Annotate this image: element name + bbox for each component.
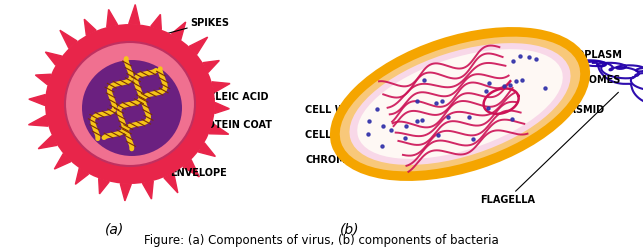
Text: ENVELOPE: ENVELOPE <box>148 159 227 177</box>
Polygon shape <box>215 103 230 114</box>
Text: PROTEIN COAT: PROTEIN COAT <box>160 119 272 130</box>
Ellipse shape <box>349 44 570 165</box>
Text: FLAGELLA: FLAGELLA <box>480 93 619 204</box>
Polygon shape <box>120 184 131 201</box>
Ellipse shape <box>330 28 590 181</box>
Polygon shape <box>28 116 48 127</box>
Ellipse shape <box>45 25 215 184</box>
Text: CELL WALL: CELL WALL <box>305 105 380 115</box>
Text: CELL MEMBRANE: CELL MEMBRANE <box>305 130 398 139</box>
Polygon shape <box>39 136 57 149</box>
Polygon shape <box>75 169 89 184</box>
Text: SPIKES: SPIKES <box>158 18 229 37</box>
Ellipse shape <box>340 38 580 172</box>
Polygon shape <box>189 38 208 55</box>
Polygon shape <box>60 31 77 49</box>
Polygon shape <box>35 75 51 85</box>
Text: (b): (b) <box>340 222 359 236</box>
Ellipse shape <box>358 50 563 159</box>
Text: (a): (a) <box>105 222 125 236</box>
Polygon shape <box>172 23 186 41</box>
Polygon shape <box>183 160 199 177</box>
Text: Figure: (a) Components of virus, (b) components of bacteria: Figure: (a) Components of virus, (b) com… <box>144 234 499 246</box>
Polygon shape <box>46 53 62 66</box>
Polygon shape <box>199 143 215 157</box>
Polygon shape <box>209 124 229 135</box>
Polygon shape <box>129 6 140 25</box>
Text: CYTOPLASM: CYTOPLASM <box>480 50 622 60</box>
Text: CHROMOSOME: CHROMOSOME <box>305 152 440 164</box>
Polygon shape <box>203 61 219 73</box>
Text: RIBOSOMES: RIBOSOMES <box>490 75 620 85</box>
Polygon shape <box>55 154 71 169</box>
Text: NUCLEIC ACID: NUCLEIC ACID <box>152 92 269 102</box>
Polygon shape <box>107 10 118 28</box>
Polygon shape <box>143 181 153 199</box>
Polygon shape <box>164 173 178 193</box>
Polygon shape <box>29 95 46 106</box>
Text: PLASMID: PLASMID <box>518 105 604 116</box>
Polygon shape <box>84 20 96 36</box>
Ellipse shape <box>82 61 182 156</box>
Polygon shape <box>212 82 230 93</box>
Ellipse shape <box>65 43 195 166</box>
Polygon shape <box>151 15 161 30</box>
Polygon shape <box>98 179 109 194</box>
